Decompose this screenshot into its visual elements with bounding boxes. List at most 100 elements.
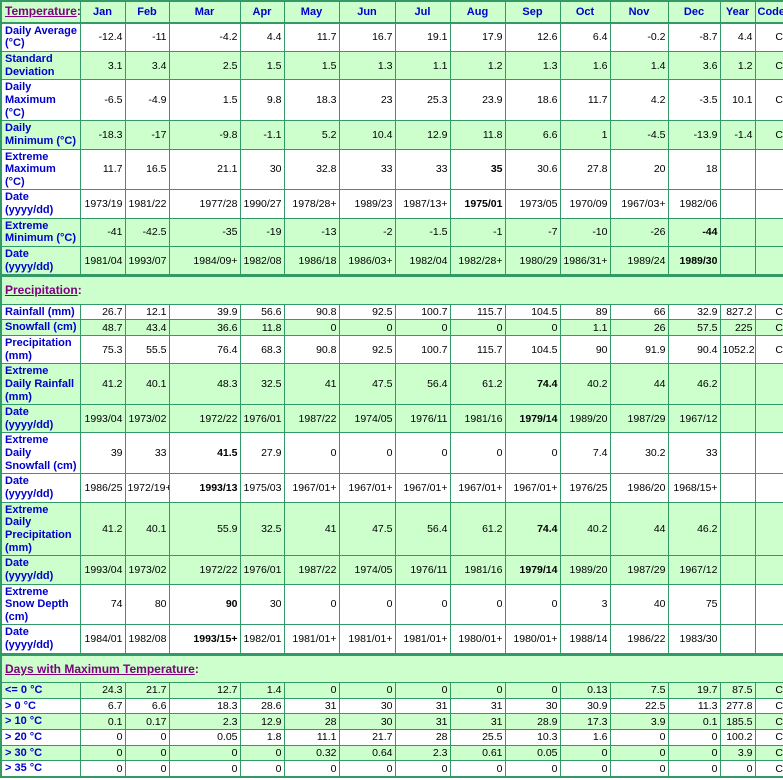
- data-cell: [754, 473, 783, 503]
- data-cell: 0: [79, 744, 126, 762]
- data-cell: 1981/22: [124, 189, 170, 219]
- data-cell: 1982/06: [667, 189, 721, 219]
- data-cell: 1.4: [239, 682, 285, 699]
- section-link-precipitation[interactable]: Precipitation:: [5, 283, 82, 298]
- data-cell: 1975/03: [239, 473, 285, 503]
- data-cell: 1980/29: [504, 246, 561, 277]
- data-cell: 1983/30: [667, 624, 721, 655]
- data-cell: C: [754, 319, 783, 336]
- data-cell: 0: [394, 760, 451, 778]
- data-cell: -10: [559, 217, 611, 248]
- data-cell: 1987/22: [283, 404, 340, 434]
- data-cell: 9.8: [239, 79, 285, 122]
- data-cell: [754, 624, 783, 655]
- data-cell: 33: [394, 148, 451, 191]
- data-cell: [754, 432, 783, 475]
- column-header-year: Year: [719, 0, 756, 24]
- data-cell: 56.6: [239, 303, 285, 321]
- data-cell: 28.9: [504, 713, 561, 731]
- data-cell: 92.5: [338, 334, 396, 365]
- data-cell: 1.2: [719, 51, 756, 81]
- data-cell: -4.9: [124, 79, 170, 122]
- data-cell: 1984/09+: [168, 246, 241, 277]
- data-cell: 1974/05: [338, 404, 396, 434]
- column-header-feb: Feb: [124, 0, 170, 24]
- column-header-jun: Jun: [338, 0, 396, 24]
- table-row: Daily Maximum (°C) -6.5 -4.9 1.5 9.8 18.3 23 25…: [0, 79, 783, 122]
- data-cell: 0.17: [124, 713, 170, 731]
- section-link-temperature[interactable]: Temperature:: [5, 4, 79, 18]
- data-cell: 32.5: [239, 501, 285, 557]
- data-cell: 1.3: [504, 51, 561, 81]
- data-cell: 1.8: [239, 729, 285, 746]
- data-cell: 0: [283, 319, 340, 336]
- data-cell: 26: [609, 319, 669, 336]
- data-cell: -42.5: [124, 217, 170, 248]
- column-header-jul: Jul: [394, 0, 451, 24]
- data-cell: 0: [283, 760, 340, 778]
- corner-header-temperature: Temperature:: [0, 0, 81, 24]
- data-cell: 100.7: [394, 334, 451, 365]
- row-label: Extreme Snow Depth (cm): [0, 583, 81, 626]
- data-cell: 3.4: [124, 51, 170, 81]
- data-cell: 41.5: [168, 432, 241, 475]
- data-cell: 12.1: [124, 303, 170, 321]
- table-row: Rainfall (mm) 26.7 12.1 39.9 56.6 90.8 92.5 100…: [0, 303, 783, 321]
- data-cell: 32.8: [283, 148, 340, 191]
- data-cell: -19: [239, 217, 285, 248]
- column-header-code: Code: [754, 0, 783, 24]
- data-cell: 40.1: [124, 501, 170, 557]
- data-cell: -6.5: [79, 79, 126, 122]
- data-cell: 35: [449, 148, 506, 191]
- data-cell: 0: [667, 744, 721, 762]
- data-cell: [719, 432, 756, 475]
- data-cell: 92.5: [338, 303, 396, 321]
- data-cell: 55.9: [168, 501, 241, 557]
- data-cell: 30.9: [559, 697, 611, 715]
- data-cell: 61.2: [449, 363, 506, 406]
- data-cell: 0.05: [168, 729, 241, 746]
- data-cell: 44: [609, 501, 669, 557]
- data-cell: [719, 501, 756, 557]
- data-cell: -1.1: [239, 120, 285, 150]
- data-cell: 0: [338, 682, 396, 699]
- data-cell: 6.6: [124, 697, 170, 715]
- data-cell: 0: [168, 744, 241, 762]
- data-cell: 1.4: [609, 51, 669, 81]
- section-link-days-with-maximum-temperature[interactable]: Days with Maximum Temperature:: [5, 661, 199, 676]
- data-cell: 1981/01+: [394, 624, 451, 655]
- data-cell: 0: [609, 760, 669, 778]
- data-cell: -8.7: [667, 22, 721, 53]
- column-header-aug: Aug: [449, 0, 506, 24]
- data-cell: 0: [394, 682, 451, 699]
- data-cell: 1988/14: [559, 624, 611, 655]
- data-cell: -41: [79, 217, 126, 248]
- data-cell: 1979/14: [504, 555, 561, 585]
- data-cell: -4.2: [168, 22, 241, 53]
- data-cell: 0: [609, 729, 669, 746]
- section-link-label: Temperature: [5, 4, 77, 18]
- data-cell: 1989/20: [559, 404, 611, 434]
- data-cell: 0.13: [559, 682, 611, 699]
- data-cell: [719, 246, 756, 277]
- data-cell: 10.4: [338, 120, 396, 150]
- data-cell: 0: [504, 682, 561, 699]
- data-cell: 19.1: [394, 22, 451, 53]
- data-cell: C: [754, 682, 783, 699]
- data-cell: 6.7: [79, 697, 126, 715]
- data-cell: 43.4: [124, 319, 170, 336]
- data-cell: 56.4: [394, 501, 451, 557]
- data-cell: 1986/31+: [559, 246, 611, 277]
- data-cell: 30.6: [504, 148, 561, 191]
- data-cell: 1984/01: [79, 624, 126, 655]
- data-cell: 1976/11: [394, 404, 451, 434]
- data-cell: 1986/22: [609, 624, 669, 655]
- column-header-row: Temperature:JanFebMarAprMayJunJulAugSepO…: [0, 0, 783, 24]
- data-cell: [754, 501, 783, 557]
- data-cell: 1982/01: [239, 624, 285, 655]
- data-cell: 0: [667, 760, 721, 778]
- data-cell: 39.9: [168, 303, 241, 321]
- data-cell: 80: [124, 583, 170, 626]
- data-cell: 1976/25: [559, 473, 611, 503]
- data-cell: 41.2: [79, 501, 126, 557]
